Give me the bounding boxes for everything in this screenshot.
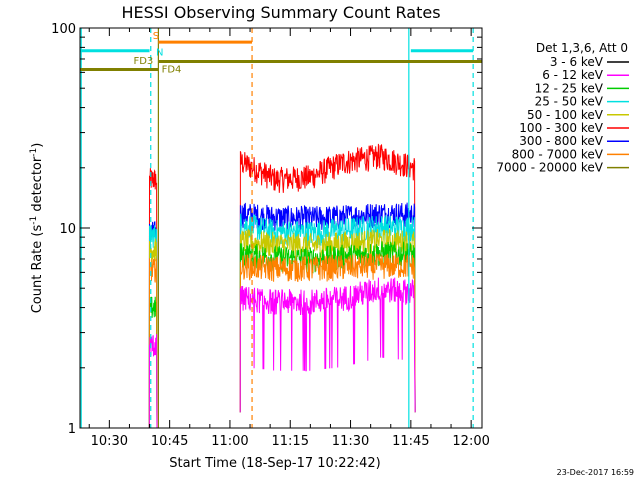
y-tick-label: 1 — [68, 422, 76, 437]
legend-label: 3 - 6 keV — [550, 55, 604, 69]
x-tick-label: 11:15 — [272, 434, 309, 449]
flag-label: FD3 — [133, 56, 153, 67]
chart-title: HESSI Observing Summary Count Rates — [121, 3, 440, 22]
series-line — [148, 252, 416, 429]
series-line — [148, 202, 416, 429]
y-label-sup1: -1 — [29, 216, 39, 225]
flag-label: S — [153, 31, 159, 42]
legend-label: 100 - 300 keV — [519, 121, 603, 135]
x-tick-label: 12:00 — [452, 434, 489, 449]
legend-label: 25 - 50 keV — [535, 95, 604, 109]
x-tick-label: 10:30 — [91, 434, 128, 449]
flag-label: N — [156, 47, 163, 58]
legend-label: 300 - 800 keV — [519, 134, 603, 148]
legend-label: 12 - 25 keV — [535, 81, 604, 95]
series-line — [148, 277, 416, 429]
x-axis-label: Start Time (18-Sep-17 10:22:42) — [169, 456, 380, 471]
y-label-part3: ) — [30, 143, 45, 148]
y-label-part2: detector — [30, 156, 45, 216]
y-label-sup2: -1 — [29, 148, 39, 157]
x-tick-label: 11:00 — [211, 434, 248, 449]
footer-date: 23-Dec-2017 16:59 — [557, 468, 634, 477]
y-axis-label: Count Rate (s-1 detector-1) — [29, 143, 45, 314]
x-tick-label: 11:30 — [332, 434, 369, 449]
flag-label: FD4 — [162, 64, 182, 75]
legend-label: 6 - 12 keV — [542, 68, 604, 82]
plot-content — [148, 143, 416, 429]
x-tick-label: 11:45 — [392, 434, 429, 449]
legend-label: 800 - 7000 keV — [512, 147, 604, 161]
legend-title: Det 1,3,6, Att 0 — [536, 41, 628, 55]
x-tick-label: 10:45 — [151, 434, 188, 449]
y-label-part1: Count Rate (s — [30, 225, 45, 314]
legend-label: 7000 - 20000 keV — [496, 161, 603, 175]
axis-layer: 10:30 10:45 11:00 11:15 11:30 11:45 12:00 1 10 10… — [51, 22, 490, 449]
legend-label: 50 - 100 keV — [527, 108, 604, 122]
y-tick-label: 10 — [59, 222, 76, 237]
series-line — [148, 143, 416, 429]
y-tick-label: 100 — [51, 22, 76, 37]
